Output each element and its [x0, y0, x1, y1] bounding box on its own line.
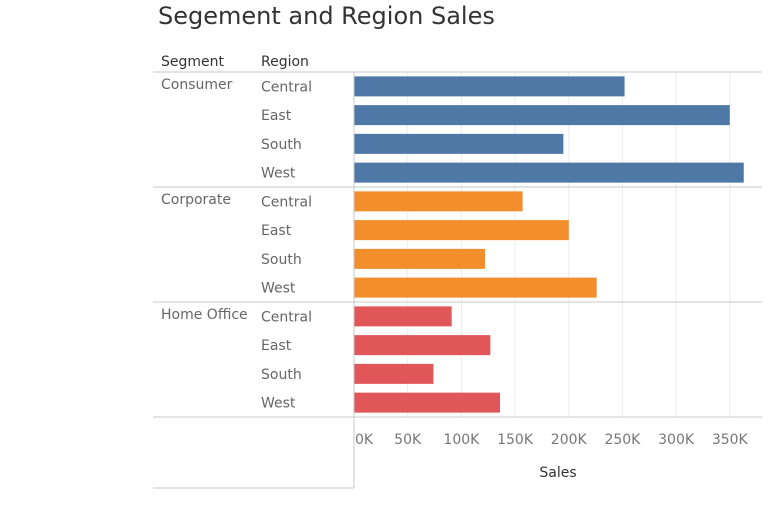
chart-title: Segement and Region Sales: [158, 2, 495, 30]
x-tick-label: 50K: [394, 432, 422, 448]
x-tick-label: 100K: [443, 432, 480, 448]
region-label: South: [261, 367, 302, 383]
region-label: East: [261, 108, 292, 124]
segment-header: Segment: [161, 54, 225, 70]
bar[interactable]: [354, 277, 597, 298]
x-tick-label: 0K: [355, 432, 374, 448]
region-header: Region: [261, 54, 309, 70]
x-tick-label: 150K: [497, 432, 534, 448]
bar[interactable]: [354, 248, 485, 269]
region-label: West: [261, 166, 296, 182]
region-label: East: [261, 338, 292, 354]
bar[interactable]: [354, 363, 434, 384]
segment-label: Corporate: [161, 192, 231, 208]
bar[interactable]: [354, 76, 625, 97]
x-tick-label: 200K: [551, 432, 588, 448]
bar[interactable]: [354, 105, 730, 126]
segment-label: Home Office: [161, 307, 248, 323]
bar[interactable]: [354, 335, 491, 356]
bar[interactable]: [354, 162, 744, 183]
bar[interactable]: [354, 191, 523, 212]
x-tick-label: 250K: [604, 432, 641, 448]
bar[interactable]: [354, 220, 569, 241]
region-label: South: [261, 137, 302, 153]
bar[interactable]: [354, 133, 564, 154]
x-tick-label: 350K: [712, 432, 749, 448]
x-tick-label: 300K: [658, 432, 695, 448]
region-label: Central: [261, 194, 312, 210]
region-label: West: [261, 396, 296, 412]
region-label: South: [261, 252, 302, 268]
chart-frame: [153, 71, 762, 489]
bar[interactable]: [354, 392, 501, 413]
x-axis-title: Sales: [539, 465, 576, 481]
region-label: West: [261, 281, 296, 297]
region-label: Central: [261, 309, 312, 325]
chart-rows: Consumer Central East South West Corporate Cen…: [153, 76, 762, 418]
region-label: Central: [261, 79, 312, 95]
bar[interactable]: [354, 306, 452, 327]
region-label: East: [261, 223, 292, 239]
x-axis-ticks: 0K 50K 100K 150K 200K 250K 300K 350K: [355, 432, 749, 448]
segment-label: Consumer: [161, 77, 233, 93]
gridlines: [407, 72, 731, 417]
